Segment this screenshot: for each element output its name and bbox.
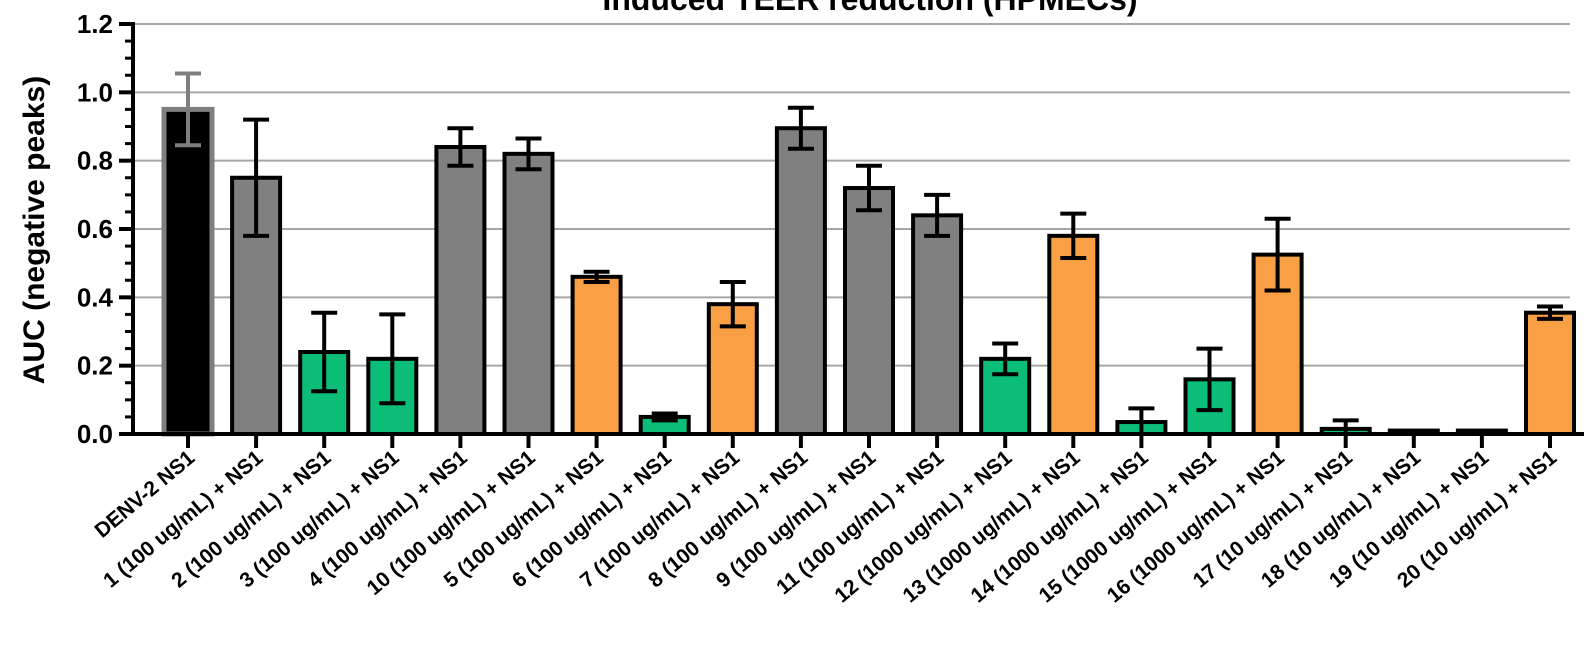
- bar: [774, 126, 827, 436]
- error-bars: [175, 71, 1563, 436]
- bar: [434, 145, 487, 436]
- y-tick-label: 0.0: [77, 419, 113, 449]
- y-tick-label: 1.2: [77, 9, 113, 39]
- chart-title: Induced TEER reduction (HPMECs): [602, 0, 1137, 17]
- y-axis-label: AUC (negative peaks): [18, 76, 51, 384]
- bar: [1524, 310, 1576, 437]
- bar: [161, 106, 215, 437]
- axes: [119, 22, 1584, 448]
- bar: [570, 274, 623, 437]
- y-tick-label: 0.6: [77, 214, 113, 244]
- y-tick-label: 1.0: [77, 77, 113, 107]
- bar: [843, 186, 895, 436]
- bar: [1047, 233, 1100, 436]
- y-tick-label: 0.2: [77, 351, 113, 381]
- bar: [911, 213, 964, 436]
- y-tick-label: 0.8: [77, 146, 113, 176]
- bars: [161, 106, 1576, 437]
- y-tick-label: 0.4: [77, 282, 114, 312]
- bar: [502, 151, 555, 436]
